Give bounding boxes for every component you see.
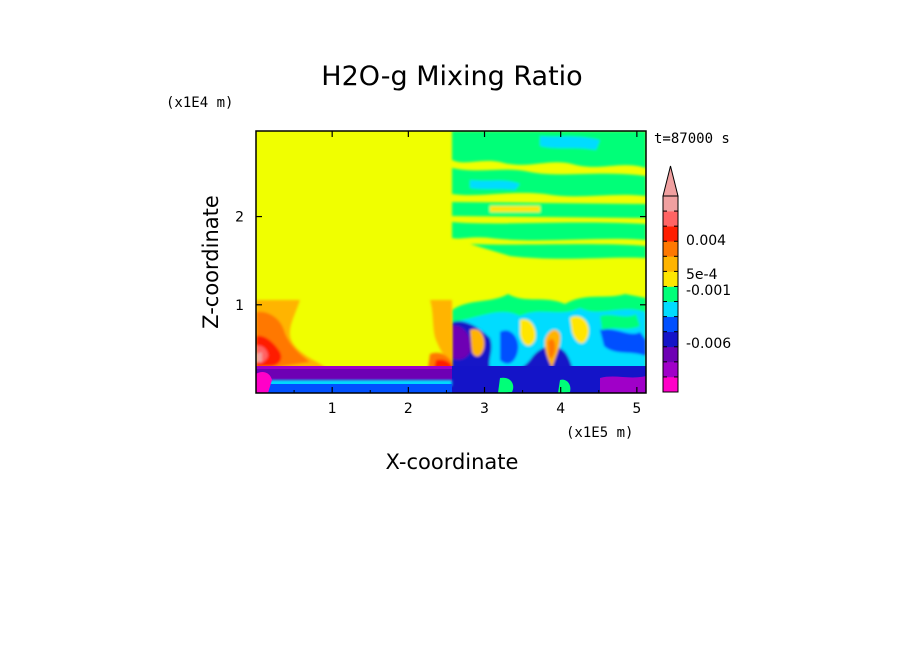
time-label: t=87000 s: [654, 131, 730, 147]
x-tick-label: 5: [632, 401, 641, 417]
x-tick-label: 2: [404, 401, 413, 417]
colorbar-segment: [663, 331, 678, 348]
colorbar-segment: [663, 241, 678, 257]
colorbar-segment: [663, 256, 678, 272]
colorbar-segment: [663, 196, 678, 212]
y-scale-label: (x1E4 m): [166, 95, 233, 111]
colorbar-segment: [663, 271, 678, 287]
colorbar-segment: [663, 316, 678, 332]
colorbar-label: 5e-4: [686, 267, 718, 283]
y-tick-label: 1: [235, 298, 244, 314]
colorbar-segment: [663, 286, 678, 302]
y-axis-ticks: 12: [235, 210, 646, 314]
y-tick-label: 2: [235, 210, 244, 226]
x-axis-label: X-coordinate: [386, 450, 519, 474]
colorbar-extend-arrow: [662, 165, 679, 197]
colorbar-segment: [663, 346, 678, 363]
upper-green-bands: [452, 131, 646, 259]
colorbar-frame: [662, 195, 679, 393]
x-tick-label: 3: [480, 401, 489, 417]
x-tick-label: 1: [328, 401, 337, 417]
left-plume: [256, 300, 452, 372]
colorbar: 0.004 5e-4-0.001 -0.006: [662, 165, 731, 393]
chart-title: H2O-g Mixing Ratio: [321, 61, 582, 92]
colorbar-segment: [663, 376, 678, 393]
x-tick-label: 4: [556, 401, 565, 417]
colorbar-segment: [663, 211, 678, 227]
x-axis-ticks: 1 2 3 4 5: [293, 131, 641, 417]
plot-frame: [255, 130, 647, 394]
colorbar-label: -0.006: [686, 336, 731, 352]
contour-field: [256, 131, 646, 393]
colorbar-segment: [663, 301, 678, 317]
bottom-layers: [256, 366, 646, 393]
colorbar-segment: [663, 226, 678, 242]
colorbar-segment: [663, 361, 678, 378]
x-scale-label: (x1E5 m): [566, 425, 633, 441]
y-axis-label: Z-coordinate: [199, 195, 223, 329]
colorbar-label: 0.004: [686, 233, 726, 249]
colorbar-label: -0.001: [686, 283, 731, 299]
